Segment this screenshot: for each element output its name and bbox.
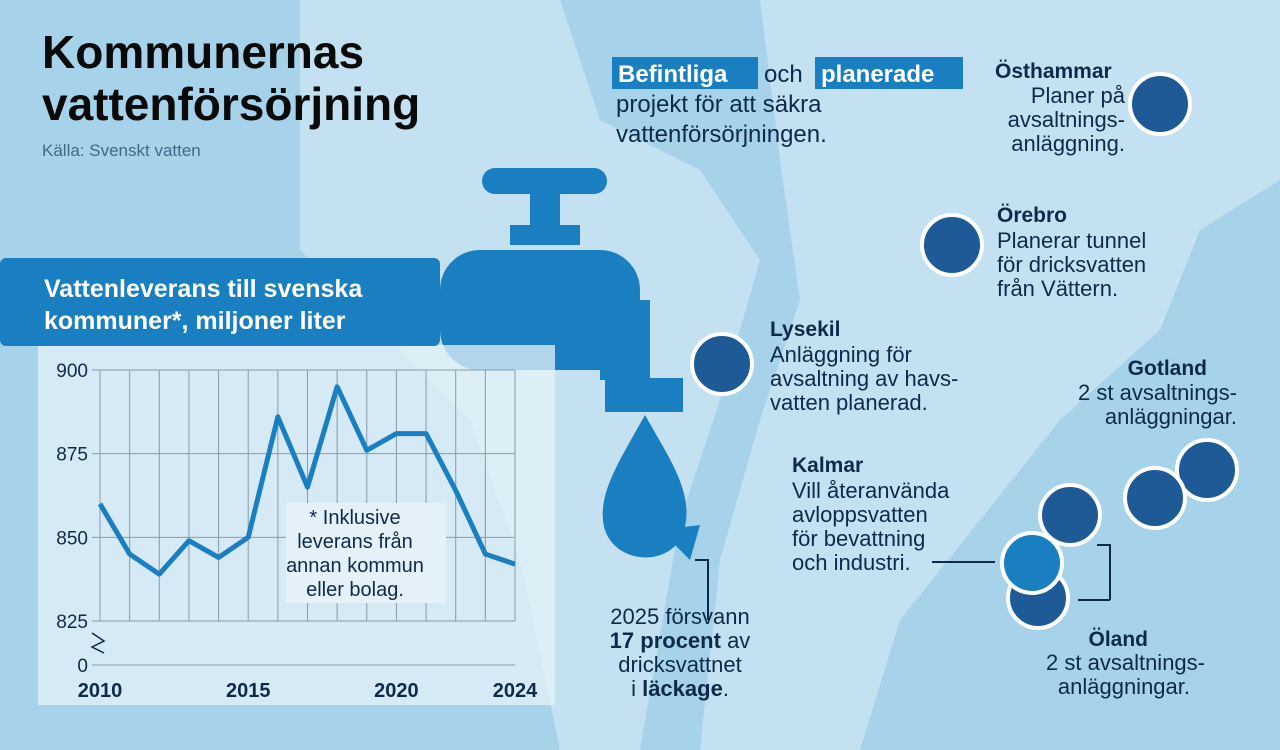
line-chart: 0 825 850 875 900 2010 2015 2020 2024	[56, 361, 538, 702]
y-tick-label: 0	[77, 656, 88, 677]
leak-note: 17 procent av	[610, 628, 751, 653]
x-tick-label: 2015	[226, 680, 271, 702]
intro-text: projekt för att säkra	[616, 91, 822, 118]
place-text: anläggning.	[1011, 131, 1125, 156]
annotation: eller bolag.	[306, 579, 404, 601]
place-text: för bevattning	[792, 526, 925, 551]
title: Kommunernas	[42, 26, 364, 78]
x-tick-label: 2010	[78, 680, 123, 702]
source: Källa: Svenskt vatten	[42, 141, 201, 160]
leak-highlight: 17 procent	[610, 628, 722, 653]
land	[700, 0, 1280, 750]
chart-title-box	[0, 258, 440, 346]
leak-note: dricksvattnet	[618, 652, 742, 677]
place-text: Vill återanvända	[792, 478, 950, 503]
place-text: vatten planerad.	[770, 390, 928, 415]
axis-break	[90, 632, 106, 654]
x-tick-label: 2024	[493, 680, 538, 702]
y-tick-label: 875	[56, 445, 88, 466]
leak-text: av	[727, 628, 750, 653]
annotation: leverans från	[297, 531, 413, 553]
place-name: Gotland	[1128, 357, 1207, 380]
place-text: 2 st avsaltnings-	[1078, 380, 1237, 405]
place-text: Anläggning för	[770, 342, 912, 367]
place-text: 2 st avsaltnings-	[1046, 650, 1205, 675]
leak-text: .	[723, 676, 729, 701]
annotation-bg	[286, 503, 446, 603]
place-text: avsaltnings-	[1008, 107, 1125, 132]
chart-title: kommuner*, miljoner liter	[44, 307, 346, 335]
place-name: Örebro	[997, 204, 1067, 227]
place-name: Kalmar	[792, 454, 863, 477]
intro-existing: Befintliga	[618, 61, 728, 88]
place-name: Östhammar	[995, 60, 1112, 83]
place-text: och industri.	[792, 550, 911, 575]
place-text: Planer på	[1031, 83, 1126, 108]
annotation: * Inklusive	[309, 507, 400, 529]
arrows	[695, 544, 1111, 620]
icons	[690, 72, 1239, 630]
chart-title: Vattenleverans till svenska	[44, 275, 363, 303]
leak-text: i	[631, 676, 636, 701]
highlight-box	[815, 57, 963, 89]
faucet	[440, 168, 700, 560]
intro-planned: planerade	[821, 61, 934, 88]
place-text: från Vättern.	[997, 276, 1118, 301]
x-tick-label: 2020	[374, 680, 419, 702]
place-text: för dricksvatten	[997, 252, 1146, 277]
data-line	[97, 384, 516, 577]
place-text: avloppsvatten	[792, 502, 928, 527]
place-text: Planerar tunnel	[997, 228, 1146, 253]
place-name: Öland	[1088, 628, 1148, 651]
leak-note: i läckage.	[631, 676, 729, 701]
intro-and: och	[764, 61, 803, 88]
place-name: Lysekil	[770, 318, 840, 341]
place-text: anläggningar.	[1058, 674, 1190, 699]
intro-text: vattenförsörjningen.	[616, 121, 827, 148]
place-text: anläggningar.	[1105, 404, 1237, 429]
highlight-box	[612, 57, 758, 89]
title: vattenförsörjning	[42, 78, 420, 130]
y-tick-label: 850	[56, 528, 88, 549]
place-text: avsaltning av havs-	[770, 366, 958, 391]
leak-note: 2025 försvann	[610, 604, 749, 629]
y-tick-label: 825	[56, 612, 88, 633]
leak-highlight: läckage	[642, 676, 723, 701]
annotation: annan kommun	[286, 555, 424, 577]
y-tick-label: 900	[56, 361, 88, 382]
